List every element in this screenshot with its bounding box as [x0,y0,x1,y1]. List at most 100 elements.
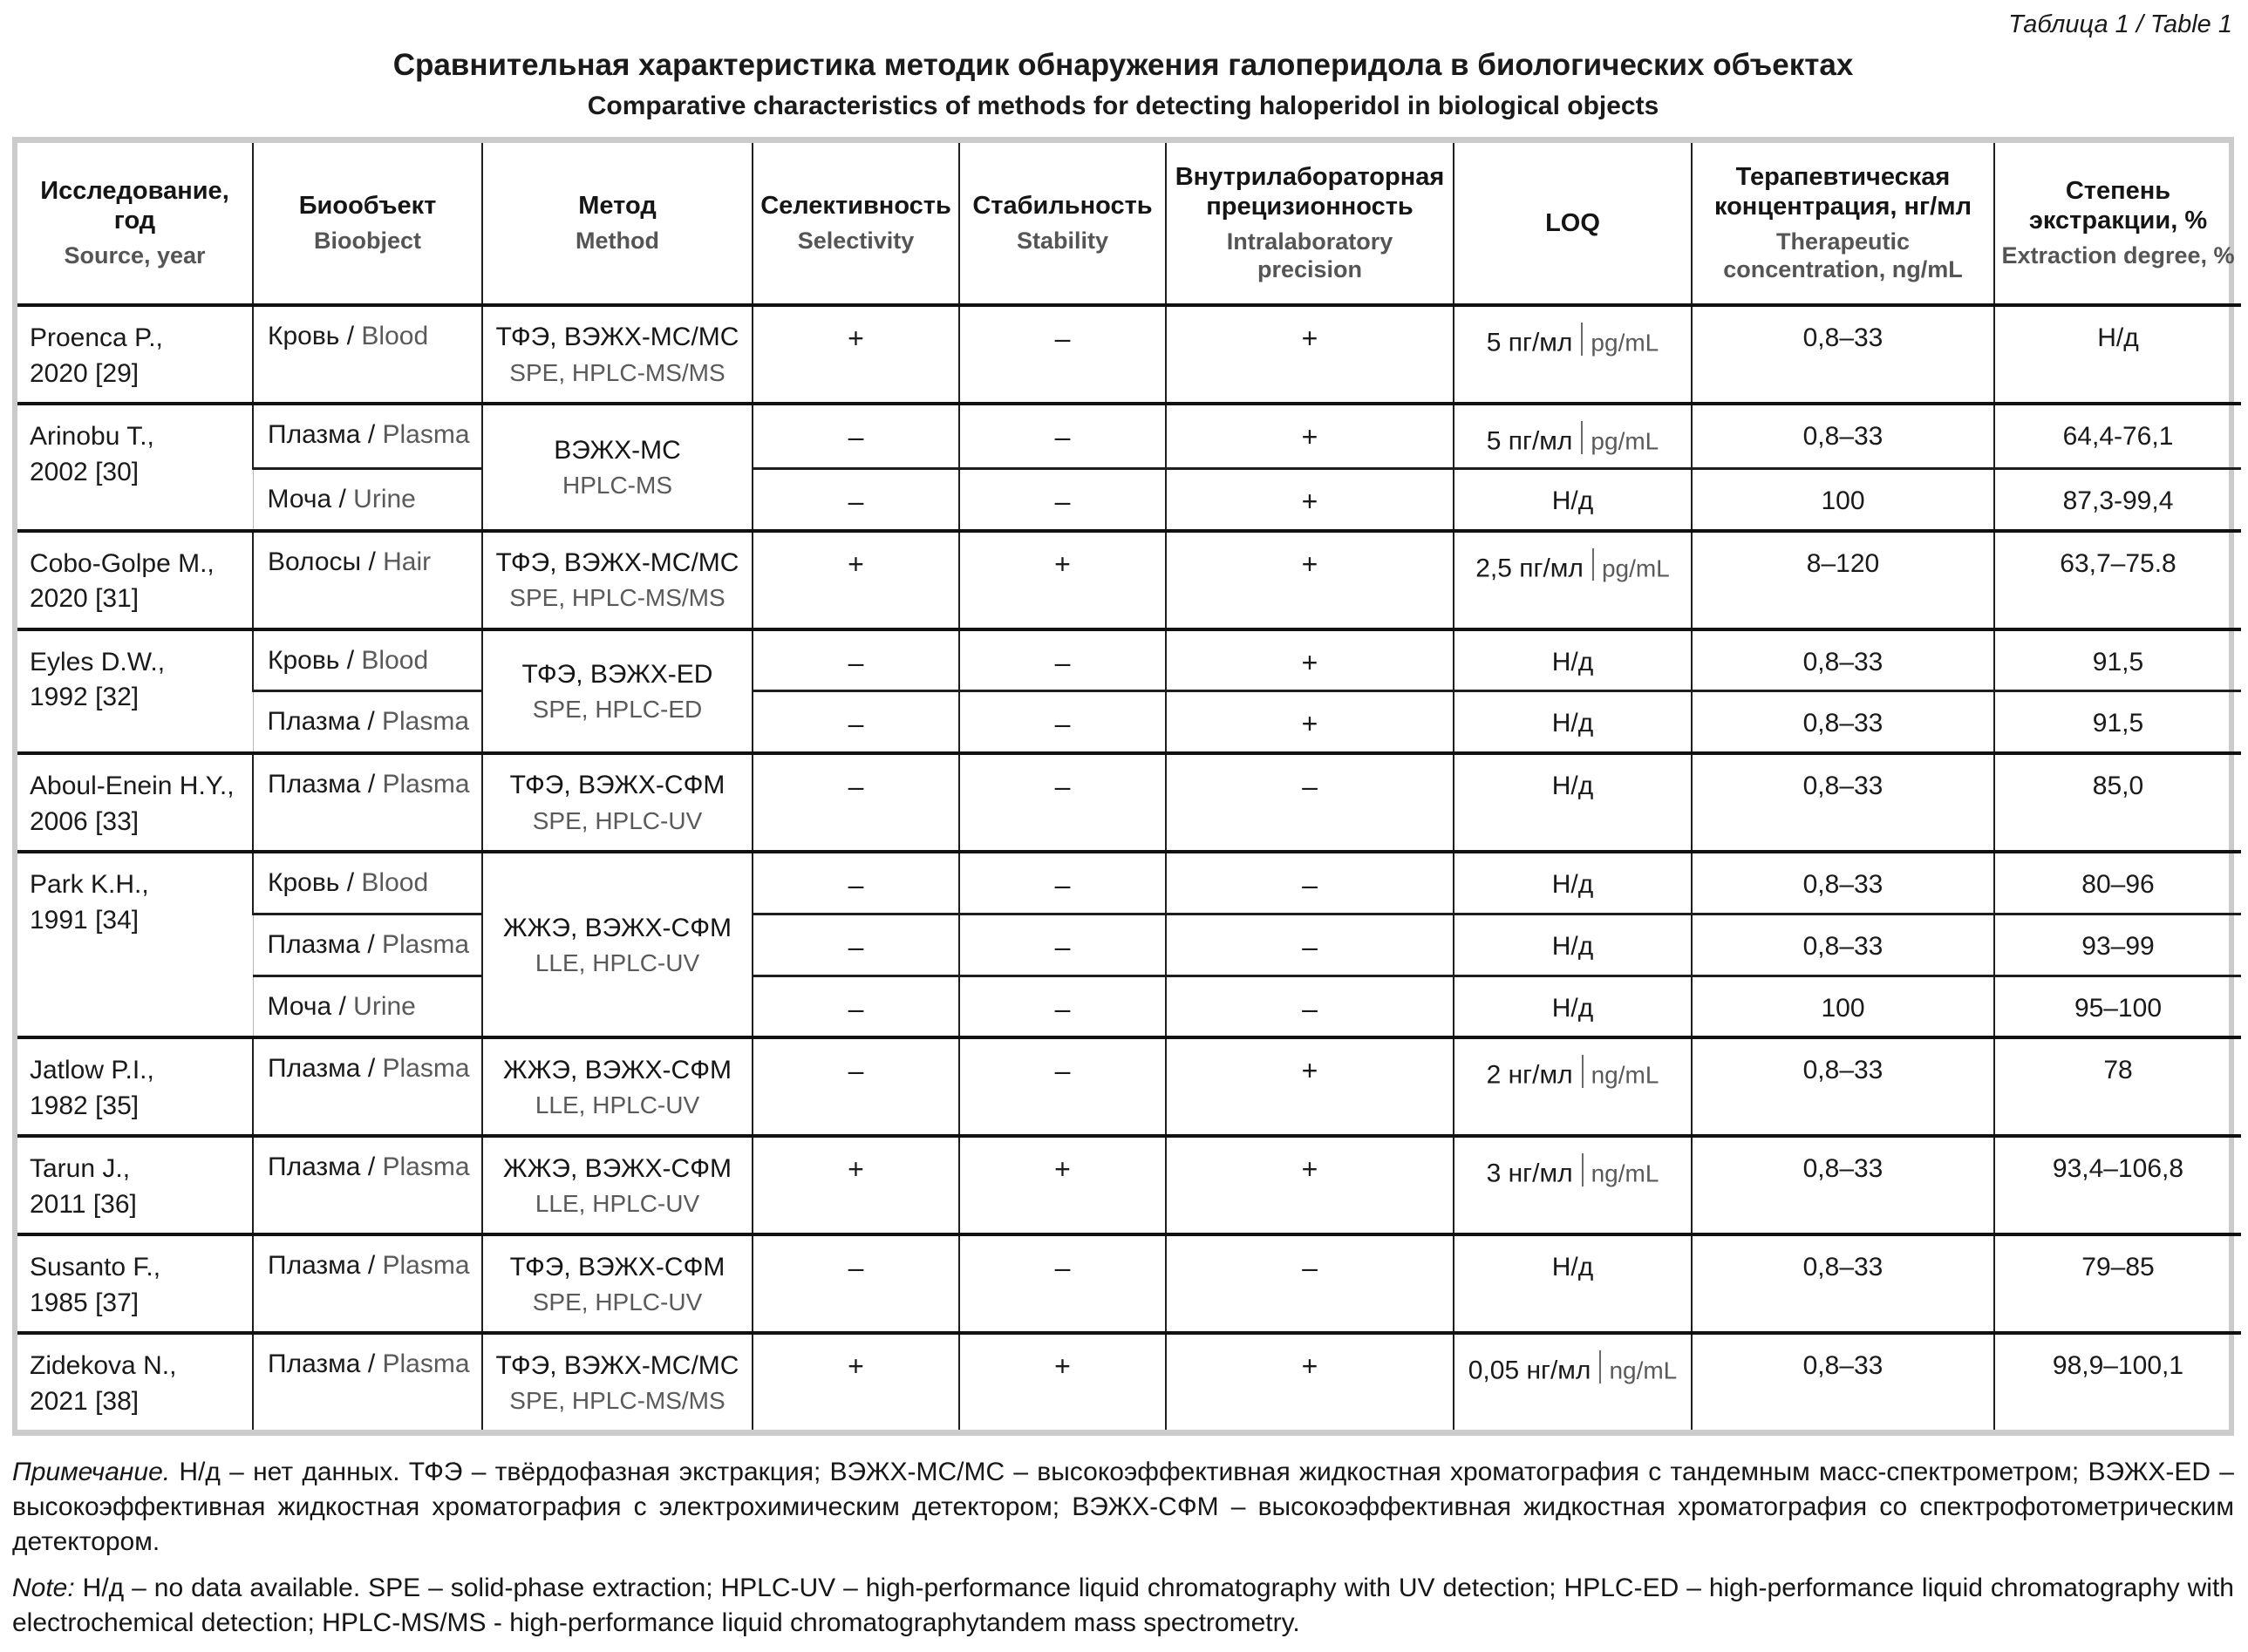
column-header-precision-ru: Внутрилабораторная прецизионность [1175,162,1445,221]
bioobject-ru: Плазма / [268,770,383,799]
method-ru: ВЭЖХ-МС [554,435,681,465]
table-row: Моча / Urine – – – Н/д 100 95–100 [17,974,2241,1039]
table-row: Arinobu T., 2002 [30] Плазма / Plasma ВЭЖХ… [17,401,2241,532]
column-header-stability-ru: Стабильность [972,191,1153,220]
bioobject-en: Plasma [382,1349,470,1379]
loq-divider [1581,1153,1584,1186]
stability-cell: – [958,1036,1167,1138]
column-header-extraction-en: Extraction degree, % [2001,242,2235,269]
bioobject-ru: Волосы / [268,547,384,576]
concentration-cell: 0,8–33 [1691,912,1995,977]
method-ru: ТФЭ, ВЭЖХ-МС/МС [495,547,739,577]
loq-unit-en: ng/mL [1591,1159,1659,1187]
column-header-bioobject: Биообъект Bioobject [252,143,483,307]
loq-divider [1599,1350,1602,1383]
loq-divider [1581,421,1584,454]
bioobject-cell: Кровь / Blood [252,627,483,692]
bioobject-en: Blood [361,645,429,675]
loq-value: 0,05 нг/мл [1468,1356,1591,1385]
loq-cell: Н/д [1453,974,1693,1039]
column-header-stability-en: Stability [1016,228,1109,255]
column-header-concentration-en: Therapeutic concentration, ng/mL [1723,228,1963,283]
method-ru: ЖЖЭ, ВЭЖХ-СФМ [502,1153,732,1183]
bioobject-ru: Кровь / [268,868,362,898]
extraction-cell: 64,4-76,1 [1993,401,2241,470]
table-row: Jatlow P.I., 1982 [35] Плазма / Plasma ЖЖЭ… [17,1036,2241,1138]
source-cell: Arinobu T., 2002 [30] [17,402,254,532]
loq-cell: Н/д [1453,912,1693,977]
method-cell: ТФЭ, ВЭЖХ-ED SPE, HPLC-ED [481,627,753,755]
loq-cell: 2 нг/мл ng/mL [1453,1036,1693,1138]
loq-unit-en: pg/mL [1601,554,1670,582]
column-header-loq-ru: LOQ [1545,208,1600,237]
column-header-method-en: Method [576,228,659,255]
precision-cell: + [1165,627,1454,692]
method-cell: ТФЭ, ВЭЖХ-МС/МС SPE, HPLC-MS/MS [481,1331,753,1431]
concentration-cell: 100 [1691,466,1995,532]
bioobject-ru: Плазма / [268,1054,383,1084]
bioobject-en: Urine [353,484,416,513]
loq-cell: Н/д [1453,850,1693,915]
extraction-cell: 93,4–106,8 [1993,1134,2241,1236]
table-row: Susanto F., 1985 [37] Плазма / Plasma ТФЭ,… [17,1233,2241,1335]
stability-cell: – [958,690,1167,755]
loq-value: 2 нг/мл [1486,1060,1573,1090]
method-cell: ТФЭ, ВЭЖХ-СФМ SPE, HPLC-UV [481,751,753,853]
method-cell: ВЭЖХ-МС HPLC-MS [481,402,753,532]
source-cell: Aboul-Enein H.Y., 2006 [33] [17,751,254,853]
selectivity-cell: – [752,1036,960,1138]
concentration-cell: 0,8–33 [1691,1331,1995,1431]
page-title-en: Comparative characteristics of methods f… [587,92,1659,120]
loq-value: 3 нг/мл [1486,1159,1573,1188]
loq-value: 2,5 пг/мл [1475,554,1584,583]
method-en: SPE, HPLC-UV [532,1288,703,1316]
source-cell: Zidekova N., 2021 [38] [17,1331,254,1431]
source-cell: Park K.H., 1991 [34] [17,850,254,1039]
method-cell: ЖЖЭ, ВЭЖХ-СФМ LLE, HPLC-UV [481,1134,753,1236]
precision-cell: + [1165,401,1454,470]
concentration-cell: 0,8–33 [1691,1233,1995,1335]
bioobject-cell: Плазма / Plasma [252,1331,483,1431]
bioobject-ru: Плазма / [268,1152,383,1182]
table-label: Таблица 1 / Table 1 [2008,10,2232,38]
column-header-extraction-ru: Степень экстракции, % [2028,176,2208,235]
method-cell: ТФЭ, ВЭЖХ-СФМ SPE, HPLC-UV [481,1233,753,1335]
loq-value: 5 пг/мл [1486,328,1573,357]
extraction-cell: 78 [1993,1036,2241,1138]
stability-cell: + [958,528,1167,630]
method-en: SPE, HPLC-MS/MS [509,584,725,612]
selectivity-cell: – [752,466,960,532]
column-header-selectivity: Селективность Selectivity [752,143,960,307]
stability-cell: + [958,1331,1167,1431]
extraction-cell: 80–96 [1993,850,2241,915]
concentration-cell: 0,8–33 [1691,303,1995,405]
precision-cell: – [1165,850,1454,915]
precision-cell: + [1165,303,1454,405]
concentration-cell: 0,8–33 [1691,1134,1995,1236]
bioobject-cell: Плазма / Plasma [252,1233,483,1335]
stability-cell: – [958,751,1167,853]
comparison-table-frame: Исследование, год Source, year Биообъект… [12,137,2241,1437]
loq-cell: Н/д [1453,1233,1693,1335]
loq-cell: Н/д [1453,466,1693,532]
loq-cell: 2,5 пг/мл pg/mL [1453,528,1693,630]
bioobject-cell: Плазма / Plasma [252,751,483,853]
loq-cell: Н/д [1453,690,1693,755]
stability-cell: – [958,303,1167,405]
bioobject-cell: Плазма / Plasma [252,1036,483,1138]
column-header-method-ru: Метод [578,191,657,220]
stability-cell: – [958,850,1167,915]
concentration-cell: 100 [1691,974,1995,1039]
concentration-cell: 0,8–33 [1691,1036,1995,1138]
column-header-loq: LOQ [1453,143,1693,307]
method-en: HPLC-MS [562,472,672,499]
precision-cell: + [1165,1134,1454,1236]
bioobject-cell: Плазма / Plasma [252,1134,483,1236]
loq-divider [1581,323,1584,356]
precision-cell: + [1165,1331,1454,1431]
extraction-cell: Н/д [1993,303,2241,405]
precision-cell: – [1165,974,1454,1039]
concentration-cell: 0,8–33 [1691,850,1995,915]
table-row: Плазма / Plasma – – + Н/д 0,8–33 91,5 [17,690,2241,755]
loq-unit-en: ng/mL [1591,1061,1659,1089]
